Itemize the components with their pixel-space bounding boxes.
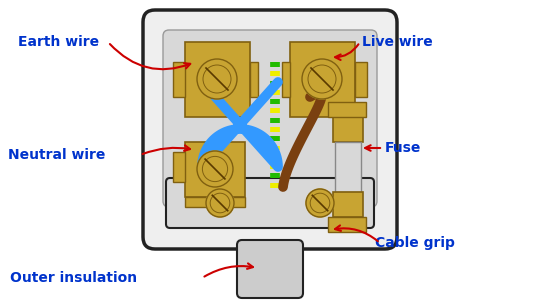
Bar (250, 62, 258, 97)
Bar (282, 62, 290, 97)
FancyBboxPatch shape (166, 178, 374, 228)
Text: Neutral wire: Neutral wire (8, 148, 105, 162)
Bar (333, 117, 363, 142)
Text: Earth wire: Earth wire (18, 35, 99, 49)
Circle shape (197, 59, 237, 99)
Bar (173, 152, 185, 182)
Bar (173, 62, 185, 97)
Circle shape (302, 59, 342, 99)
FancyBboxPatch shape (237, 240, 303, 298)
Bar (290, 42, 355, 117)
Bar (333, 192, 363, 217)
Bar (185, 142, 245, 197)
Bar (328, 217, 366, 232)
Bar (355, 62, 367, 97)
Bar (335, 142, 361, 192)
Text: Cable grip: Cable grip (375, 236, 455, 250)
Circle shape (306, 189, 334, 217)
Circle shape (197, 151, 233, 187)
Text: Live wire: Live wire (362, 35, 433, 49)
Text: Outer insulation: Outer insulation (10, 271, 137, 285)
Circle shape (206, 189, 234, 217)
Bar (328, 102, 366, 117)
Bar (185, 42, 250, 117)
Bar (185, 197, 245, 207)
FancyBboxPatch shape (163, 30, 377, 207)
Text: Fuse: Fuse (385, 141, 422, 155)
FancyBboxPatch shape (143, 10, 397, 249)
